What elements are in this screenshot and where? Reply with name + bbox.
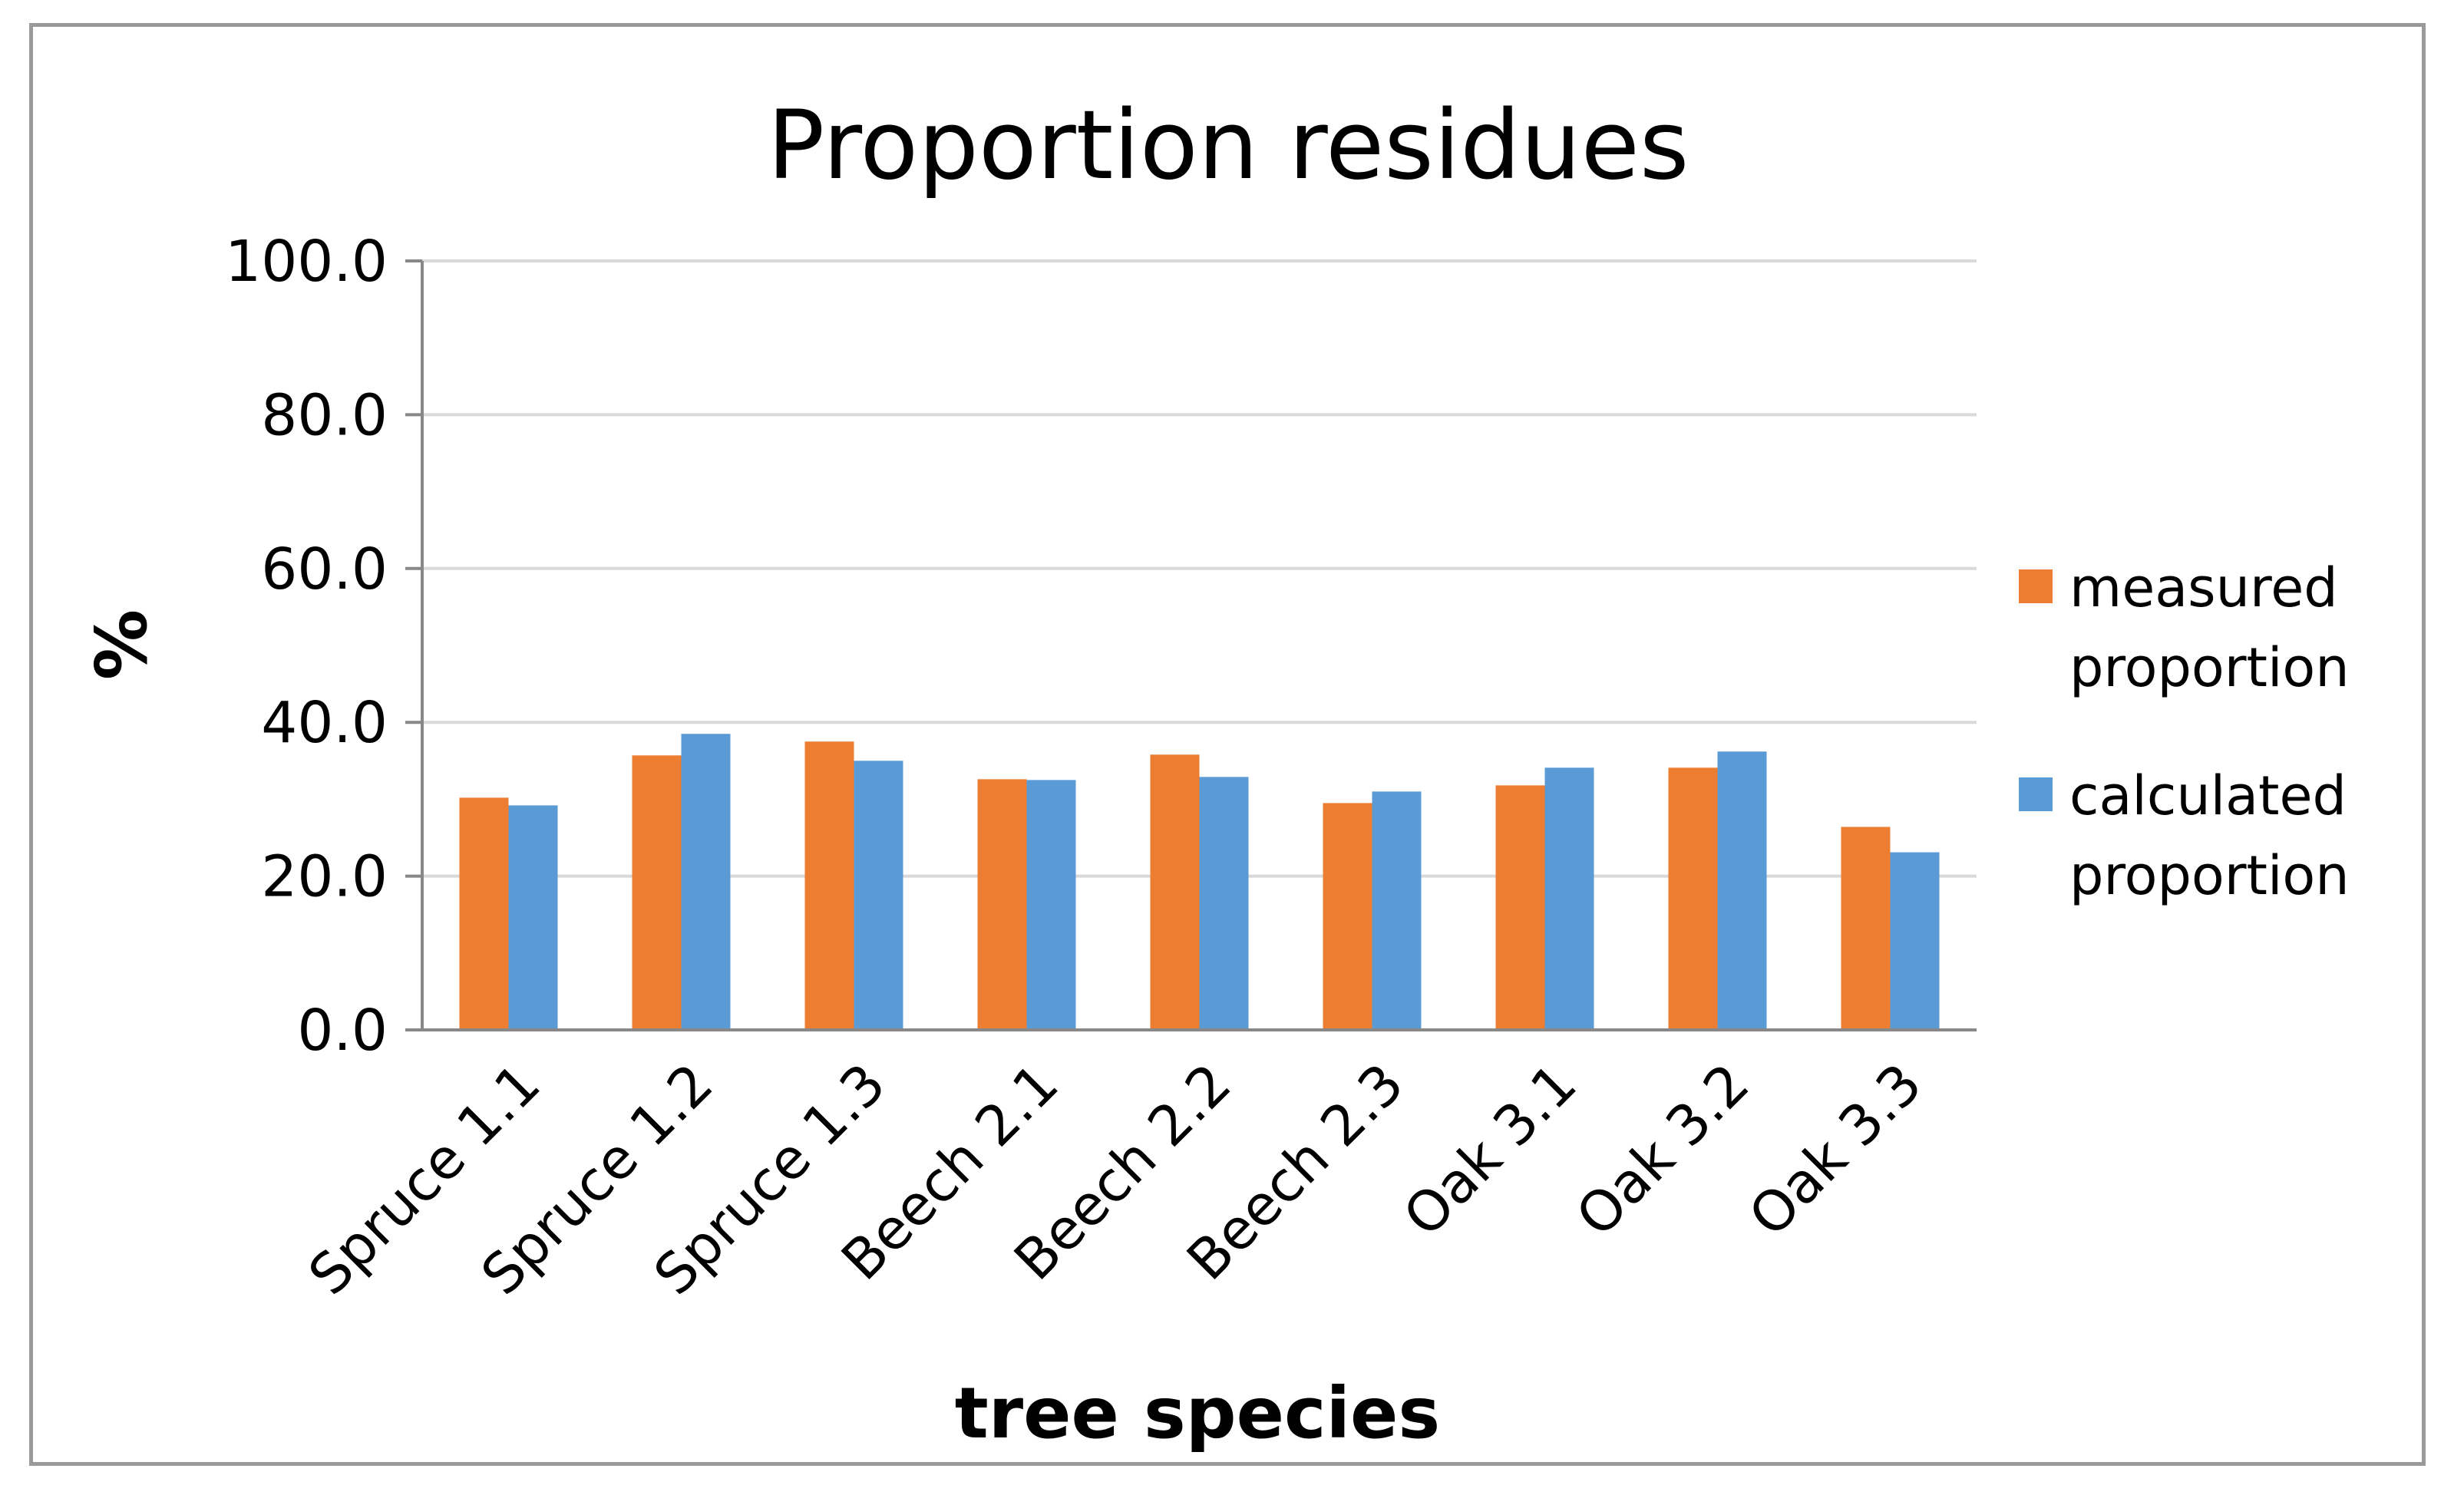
bar-calculated-6 (1372, 791, 1422, 1030)
legend-label-line: proportion (2069, 636, 2350, 699)
bar-calculated-3 (854, 761, 903, 1030)
bar-measured-2 (632, 755, 682, 1030)
bar-calculated-7 (1544, 767, 1594, 1030)
chart-frame (29, 23, 2426, 1466)
bar-measured-5 (1150, 754, 1200, 1030)
bar-calculated-1 (508, 805, 558, 1030)
x-category-label: Oak 3.3 (1736, 1051, 1934, 1249)
bar-calculated-9 (1890, 852, 1940, 1030)
bar-measured-4 (977, 779, 1027, 1030)
y-tick-label: 60.0 (261, 536, 388, 602)
axes (405, 259, 1977, 1031)
y-axis-tick-labels: 0.0 20.0 40.0 60.0 80.0 100.0 (225, 229, 388, 1064)
bar-calculated-5 (1199, 777, 1249, 1030)
bar-measured-1 (459, 797, 509, 1030)
y-axis-title: % (81, 609, 163, 680)
legend-label-calculated: calculated proportion (2069, 764, 2350, 907)
y-tick-label: 80.0 (261, 382, 388, 448)
x-category-label: Oak 3.1 (1391, 1051, 1588, 1249)
x-category-label: Oak 3.2 (1564, 1051, 1761, 1249)
legend-swatch-measured (2019, 569, 2053, 603)
chart-title: Proportion residues (767, 91, 1689, 201)
legend: measured proportion calculated proportion (2019, 556, 2350, 907)
bar-calculated-2 (681, 734, 731, 1030)
bar-measured-3 (804, 741, 854, 1030)
y-tick-label: 40.0 (261, 690, 388, 756)
legend-label-measured: measured proportion (2069, 556, 2350, 699)
legend-label-line: proportion (2069, 844, 2350, 907)
bar-measured-9 (1841, 827, 1891, 1030)
bars (459, 734, 1940, 1030)
bar-measured-8 (1668, 767, 1718, 1030)
legend-label-line: calculated (2069, 764, 2347, 827)
bar-calculated-4 (1026, 780, 1076, 1030)
bar-calculated-8 (1717, 751, 1767, 1030)
y-tick-label: 0.0 (297, 998, 388, 1064)
y-tick-label: 20.0 (261, 844, 388, 910)
x-axis-title: tree species (955, 1372, 1440, 1454)
legend-label-line: measured (2069, 556, 2338, 619)
bar-measured-6 (1323, 803, 1372, 1030)
y-tick-label: 100.0 (225, 229, 388, 295)
legend-swatch-calculated (2019, 777, 2053, 811)
bar-measured-7 (1495, 785, 1545, 1030)
